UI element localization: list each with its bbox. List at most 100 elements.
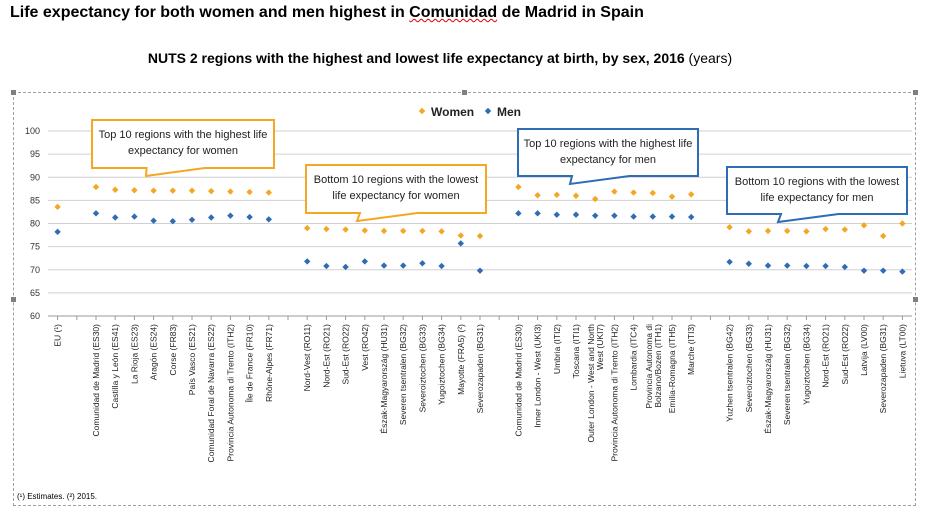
x-tick-label: Severoiztochen (BG33): [744, 324, 754, 413]
men-point: [54, 228, 61, 236]
x-tick-label: Yugoiztochen (BG34): [437, 324, 447, 405]
women-point: [131, 187, 138, 194]
women-point: [553, 191, 560, 199]
women-point: [688, 191, 695, 198]
chart-subtitle: NUTS 2 regions with the highest and lowe…: [0, 50, 880, 66]
callout-box: [517, 128, 699, 186]
y-tick-label: 70: [30, 265, 40, 275]
women-point: [169, 187, 176, 194]
men-point: [457, 240, 464, 247]
x-tick-label: Marche (ITI3): [686, 324, 696, 375]
callout-text: Bottom 10 regions with the lowest life ex…: [735, 176, 899, 204]
x-tick-label: Outer London - West and NorthWest (UKI7): [586, 324, 605, 443]
women-point: [860, 222, 868, 229]
women-point: [764, 227, 772, 235]
x-tick-label: País Vasco (ES21): [187, 324, 197, 395]
x-tick-label: Lietuva (LT00): [897, 324, 907, 378]
women-point: [784, 227, 791, 235]
women-point: [188, 187, 196, 194]
callout-text: Top 10 regions with the highest life expe…: [99, 129, 268, 157]
men-point: [534, 210, 541, 217]
x-tick-label: Severoiztochen (BG33): [417, 324, 427, 413]
y-tick-label: 80: [30, 219, 40, 229]
men-point: [131, 213, 138, 220]
women-point: [227, 188, 234, 195]
x-tick-label: Lombardia (ITC4): [629, 324, 639, 391]
y-tick-label: 65: [30, 288, 40, 298]
x-tick-label: EU (¹): [53, 324, 63, 347]
women-point: [630, 189, 637, 196]
women-point: [592, 195, 599, 203]
resize-handle-middle-left[interactable]: [11, 297, 16, 302]
x-tick-label: Severozapaden (BG31): [475, 324, 485, 413]
callout-text: Top 10 regions with the highest life expe…: [524, 138, 693, 166]
men-point: [304, 258, 311, 265]
callout-box: [726, 166, 908, 224]
x-tick-label: Severen tsentralen (BG32): [782, 324, 792, 425]
men-point: [438, 262, 445, 270]
women-point: [150, 187, 157, 194]
callout-text: Bottom 10 regions with the lowest life ex…: [314, 174, 478, 202]
women-point: [572, 192, 580, 199]
subtitle-unit: (years): [684, 50, 733, 66]
men-point: [880, 267, 887, 274]
x-tick-label: Umbria (ITI2): [552, 324, 562, 374]
callout-box: [91, 119, 275, 178]
women-point: [745, 228, 752, 235]
x-tick-label: Severozapaden (BG31): [878, 324, 888, 413]
x-tick-label: La Rioja (ES23): [129, 324, 139, 384]
men-point: [668, 213, 676, 220]
men-point: [630, 213, 637, 220]
men-point: [400, 262, 407, 269]
men-point: [265, 216, 272, 223]
men-point: [323, 262, 330, 270]
women-point: [265, 189, 272, 196]
men-point: [342, 263, 349, 271]
men-point: [361, 258, 368, 265]
y-tick-label: 95: [30, 149, 40, 159]
women-point: [534, 192, 541, 199]
resize-handle-top-right[interactable]: [913, 90, 918, 95]
women-point: [515, 183, 522, 191]
resize-handle-top-center[interactable]: [462, 90, 467, 95]
x-tick-label: Comunidad de Madrid (ES30): [513, 324, 523, 437]
x-tick-label: Provincia Autonoma di Trento (ITH2): [609, 324, 619, 462]
x-tick-label: Emilia-Romagna (ITH5): [667, 324, 677, 413]
x-tick-label: Yugoiztochen (BG34): [801, 324, 811, 405]
women-point: [668, 193, 676, 200]
women-point: [803, 228, 810, 235]
resize-handle-middle-right[interactable]: [913, 297, 918, 302]
x-tick-label: Corse (FR83): [168, 324, 178, 376]
y-tick-label: 90: [30, 172, 40, 182]
women-point: [880, 232, 887, 240]
women-point: [380, 227, 388, 235]
x-tick-label: Inner London - West (UKI3): [533, 324, 543, 428]
x-tick-label: Aragón (ES24): [149, 324, 159, 380]
men-point: [515, 210, 522, 217]
men-point: [860, 267, 868, 274]
women-point: [822, 225, 829, 233]
legend-men-label: Men: [497, 105, 521, 119]
x-tick-label: Severen tsentralen (BG32): [398, 324, 408, 425]
legend-women-label: Women: [431, 105, 474, 119]
women-point: [899, 220, 906, 227]
x-tick-label: Észak-Magyarország (HU31): [379, 324, 389, 434]
women-point: [726, 224, 733, 231]
women-point: [476, 232, 484, 240]
x-tick-label: Nord-Est (RO21): [821, 324, 831, 388]
men-point: [150, 217, 157, 224]
resize-handle-top-left[interactable]: [11, 90, 16, 95]
y-tick-label: 100: [25, 126, 40, 136]
x-tick-label: Nord-Vest (RO11): [302, 324, 312, 392]
men-point: [803, 262, 810, 270]
x-tick-label: Comunidad de Madrid (ES30): [91, 324, 101, 437]
women-point: [208, 187, 215, 195]
women-point: [361, 227, 368, 234]
men-point: [764, 262, 772, 269]
legend-women-marker: [418, 107, 426, 115]
women-point: [400, 227, 407, 235]
x-tick-label: Yuzhen tsentralen (BG42): [725, 324, 735, 422]
women-point: [649, 189, 656, 197]
women-point: [841, 226, 848, 233]
